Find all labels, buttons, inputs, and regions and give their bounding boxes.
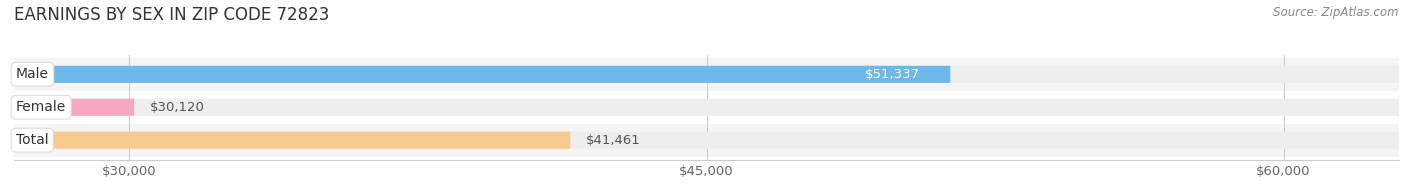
- Text: $30,120: $30,120: [149, 101, 204, 114]
- FancyBboxPatch shape: [14, 132, 1399, 149]
- Text: EARNINGS BY SEX IN ZIP CODE 72823: EARNINGS BY SEX IN ZIP CODE 72823: [14, 6, 329, 24]
- FancyBboxPatch shape: [14, 91, 1399, 124]
- Text: Female: Female: [15, 100, 66, 114]
- FancyBboxPatch shape: [14, 124, 1399, 157]
- Text: Source: ZipAtlas.com: Source: ZipAtlas.com: [1274, 6, 1399, 19]
- Text: $51,337: $51,337: [865, 68, 920, 81]
- FancyBboxPatch shape: [14, 66, 950, 83]
- Text: Total: Total: [15, 133, 49, 147]
- FancyBboxPatch shape: [14, 66, 1399, 83]
- FancyBboxPatch shape: [14, 132, 571, 149]
- FancyBboxPatch shape: [14, 99, 1399, 116]
- FancyBboxPatch shape: [14, 99, 134, 116]
- FancyBboxPatch shape: [14, 58, 1399, 91]
- Text: Male: Male: [15, 67, 49, 81]
- Text: $41,461: $41,461: [586, 134, 641, 147]
